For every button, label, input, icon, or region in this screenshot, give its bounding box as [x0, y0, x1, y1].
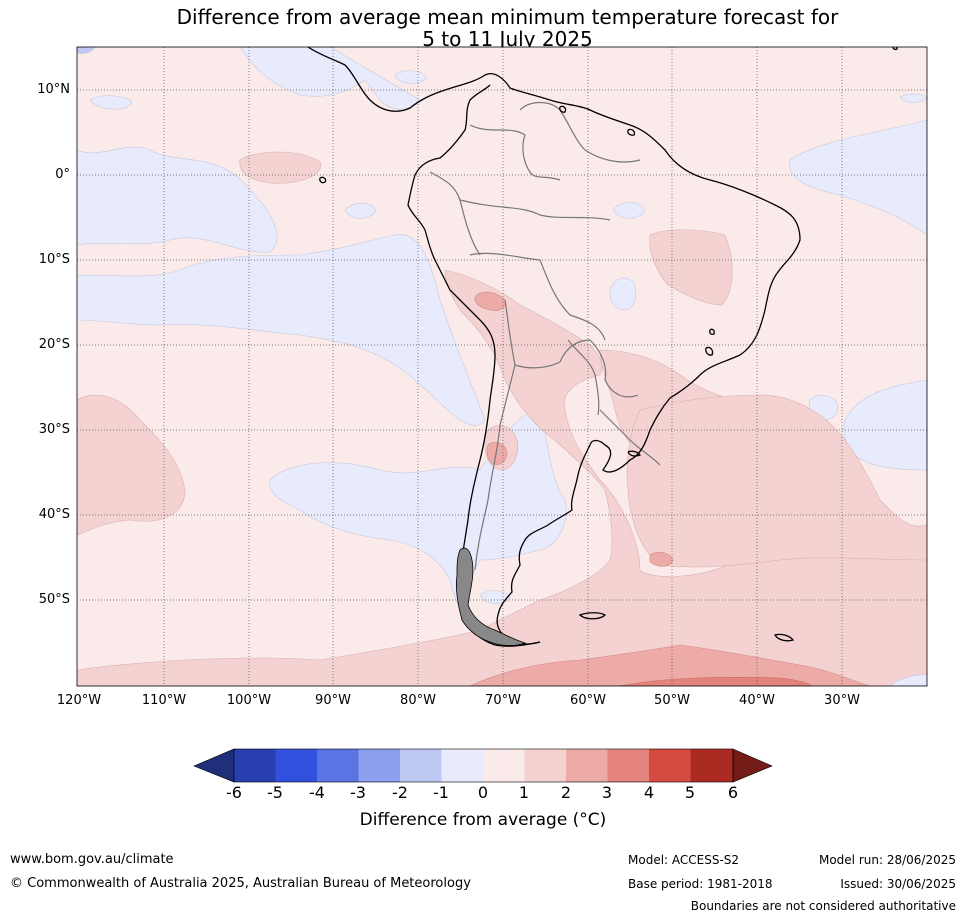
warm-region-pacific [239, 151, 321, 184]
warm-region-brazil [649, 229, 733, 306]
lat-label: 20°S [38, 337, 70, 352]
cool-region-southeast [889, 674, 927, 686]
colorbar-tick: -3 [350, 783, 366, 802]
colorbar-tick: 4 [643, 783, 655, 802]
colorbar-swatch [649, 749, 691, 782]
map-frame [76, 46, 928, 687]
colorbar-tick: 6 [727, 783, 739, 802]
country-borders [429, 101, 661, 571]
colorbar-tick: 3 [601, 783, 613, 802]
colorbar-min-arrow [193, 748, 235, 783]
very-hot-region-south-ocean [619, 676, 813, 686]
colorbar-label: Difference from average (°C) [359, 810, 607, 830]
colorbar-tick: -1 [433, 783, 449, 802]
lon-label: 40°W [739, 693, 775, 708]
lat-label: 10°S [38, 252, 70, 267]
lat-label: 10°N [37, 82, 70, 97]
lat-label: 50°S [38, 592, 70, 607]
lon-label: 60°W [570, 693, 606, 708]
cool-region-west-equator [77, 146, 278, 253]
hot-anomaly-regions [469, 291, 871, 686]
warm-region-south-america [77, 269, 927, 686]
lon-label: 100°W [226, 693, 272, 708]
model-text: Model: ACCESS-S2 [628, 853, 740, 867]
cool-region-small-3 [394, 70, 428, 84]
cool-region-east-pacific [77, 234, 486, 426]
hot-region-chile [486, 442, 508, 465]
colorbar-swatch [441, 749, 483, 782]
lon-label: 120°W [56, 693, 102, 708]
colorbar-tick: 5 [684, 783, 696, 802]
colorbar-max-arrow [732, 748, 773, 783]
cool-region-brazil [609, 277, 636, 311]
map-title-line2: 5 to 11 July 2025 [422, 27, 593, 51]
gridlines [77, 47, 927, 686]
lat-label: 0° [55, 167, 70, 182]
lon-label: 90°W [315, 693, 351, 708]
lat-label: 30°S [38, 422, 70, 437]
hot-region-south-ocean [469, 644, 871, 686]
model-run-text: Model run: 28/06/2025 [818, 853, 956, 867]
colorbar-swatch [317, 749, 359, 782]
lat-label: 40°S [38, 507, 70, 522]
cool-region-small-1 [89, 95, 133, 110]
map-title-line1: Difference from average mean minimum tem… [176, 5, 839, 29]
cool-region-small-2 [344, 202, 377, 219]
colorbar-swatch [690, 749, 733, 782]
cool-region-east-atlantic-north [789, 119, 927, 236]
website-link[interactable]: www.bom.gov.au/climate [10, 852, 174, 867]
colorbar-swatch [400, 749, 442, 782]
colorbar-swatch [566, 749, 608, 782]
hot-region-bolivia [474, 291, 506, 311]
copyright-text: © Commonwealth of Australia 2025, Austra… [10, 876, 471, 891]
colorbar-swatch [483, 749, 525, 782]
colorbar-tick: -6 [226, 783, 242, 802]
cool-region-small-6 [479, 590, 511, 604]
cool-region-amazon [612, 202, 646, 219]
map-area [77, 47, 927, 686]
colorbar-tick: 1 [518, 783, 530, 802]
colorbar-swatch [275, 749, 317, 782]
colorbar-swatch [358, 749, 400, 782]
issued-text: Issued: 30/06/2025 [840, 877, 956, 891]
colorbar-tick: -4 [309, 783, 325, 802]
boundaries-disclaimer: Boundaries are not considered authoritat… [690, 899, 956, 913]
hot-region-atlantic [649, 551, 674, 567]
colorbar-swatch [524, 749, 566, 782]
lon-label: 30°W [824, 693, 860, 708]
lon-label: 50°W [654, 693, 690, 708]
lon-label: 80°W [400, 693, 436, 708]
colorbar [193, 748, 773, 783]
colorbar-frame [233, 748, 734, 783]
cool-region-north [77, 47, 421, 110]
cool-region-small-5 [899, 93, 927, 103]
colorbar-tick: 0 [477, 783, 489, 802]
southern-islands [455, 547, 527, 646]
lon-label: 70°W [485, 693, 521, 708]
lon-label: 110°W [141, 693, 187, 708]
warm-region-south-atlantic [626, 394, 927, 568]
colorbar-tick: 2 [560, 783, 572, 802]
colorbar-tick: -2 [392, 783, 408, 802]
colorbar-swatch [234, 749, 276, 782]
very-hot-anomaly-regions [619, 676, 813, 686]
base-period-text: Base period: 1981-2018 [628, 877, 773, 891]
colorbar-tick: -5 [267, 783, 283, 802]
colorbar-swatch [607, 749, 649, 782]
